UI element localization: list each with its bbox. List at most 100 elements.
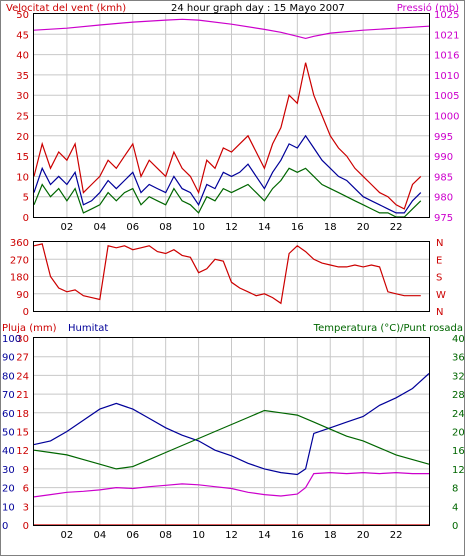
y-tick-label: 40 — [16, 51, 29, 62]
y-tick-label: 60 — [2, 409, 15, 420]
direction-panel-frame — [33, 241, 430, 312]
x-tick-label: 14 — [258, 530, 271, 541]
y-tick-label: 990 — [434, 152, 453, 163]
y-tick-label: 40 — [2, 446, 15, 457]
direction-panel-series — [33, 243, 421, 305]
y-tick-label: 50 — [2, 428, 15, 439]
y-tick-label: 28 — [452, 390, 465, 401]
y-tick-label: 1005 — [434, 91, 459, 102]
x-tick-label: 16 — [291, 530, 304, 541]
x-tick-label: 18 — [324, 530, 337, 541]
y-tick-label: 24 — [452, 409, 465, 420]
x-tick-label: 10 — [192, 222, 205, 233]
rain-axis-label: Pluja (mm) — [2, 323, 57, 334]
x-tick-label: 04 — [93, 222, 106, 233]
y-tick-label: N — [436, 307, 443, 318]
y-tick-label: 100 — [2, 334, 21, 345]
y-tick-label: 35 — [16, 71, 29, 82]
humidity-axis-label: Humitat — [68, 323, 108, 334]
y-tick-label: 30 — [16, 334, 29, 345]
x-tick-label: 12 — [225, 222, 238, 233]
wind-speed-line — [33, 167, 422, 218]
y-tick-label: 30 — [16, 91, 29, 102]
x-tick-label: 16 — [291, 222, 304, 233]
y-tick-label: 180 — [10, 273, 29, 284]
y-tick-label: 15 — [16, 152, 29, 163]
wind-panel-frame — [33, 13, 430, 218]
y-tick-label: S — [436, 273, 442, 284]
y-tick-label: 0 — [23, 521, 29, 532]
y-tick-label: 70 — [2, 390, 15, 401]
temperature-line — [33, 409, 430, 470]
x-tick-label: 02 — [61, 222, 74, 233]
pressure-axis-ticks: 975 980 985 990 995 1000 1005 1010 1016 1021 1025 — [434, 10, 459, 224]
humidity-axis-ticks: 0 10 20 30 40 50 60 70 80 90 100 — [2, 334, 21, 532]
y-tick-label: 80 — [2, 371, 15, 382]
y-tick-label: E — [436, 255, 442, 266]
y-tick-label: 975 — [434, 213, 453, 224]
y-tick-label: 1010 — [434, 71, 459, 82]
wind-gust-line — [33, 62, 422, 210]
temperature-axis-label: Temperatura (°C)/Punt rosada — [313, 323, 463, 334]
x-tick-label: 06 — [126, 530, 139, 541]
y-tick-label: 12 — [16, 446, 29, 457]
wind-average-line — [33, 134, 422, 214]
y-tick-label: 40 — [452, 334, 465, 345]
y-tick-label: 1021 — [434, 30, 459, 41]
y-tick-label: 90 — [2, 353, 15, 364]
y-tick-label: 995 — [434, 132, 453, 143]
x-tick-label: 08 — [159, 530, 172, 541]
wind-direction-line — [33, 243, 421, 305]
x-tick-label: 14 — [258, 222, 271, 233]
y-tick-label: 20 — [452, 428, 465, 439]
x-tick-label: 08 — [159, 222, 172, 233]
x-tick-label: 20 — [357, 222, 370, 233]
y-tick-label: 270 — [10, 255, 29, 266]
direction-panel-grid — [34, 242, 429, 311]
y-tick-label: 6 — [23, 484, 29, 495]
wind-panel-series — [33, 18, 430, 218]
y-tick-label: 1025 — [434, 10, 459, 21]
wind-panel-grid — [34, 14, 429, 217]
y-tick-label: 8 — [452, 484, 458, 495]
temperature-axis-ticks: 0 4 8 12 16 20 24 28 32 36 40 — [452, 334, 465, 532]
y-tick-label: 360 — [10, 238, 29, 249]
y-tick-label: 985 — [434, 172, 453, 183]
y-tick-label: 30 — [2, 465, 15, 476]
humidity-line — [33, 373, 430, 476]
y-tick-label: 5 — [23, 193, 29, 204]
x-tick-label: 18 — [324, 222, 337, 233]
y-tick-label: N — [436, 238, 443, 249]
y-tick-label: 45 — [16, 30, 29, 41]
y-tick-label: 3 — [23, 502, 29, 513]
climate-panel-x-ticks: 02 04 06 08 10 12 14 16 18 20 22 — [61, 530, 403, 541]
dew-point-line — [33, 471, 429, 498]
wind-axis-ticks: 0 5 10 15 20 25 30 35 40 45 50 — [16, 10, 29, 224]
x-tick-label: 04 — [93, 530, 106, 541]
rain-axis-ticks: 0 3 6 9 12 15 18 21 24 27 30 — [16, 334, 29, 532]
y-tick-label: 27 — [16, 353, 29, 364]
y-tick-label: 0 — [23, 307, 29, 318]
y-tick-label: 4 — [452, 502, 458, 513]
y-tick-label: 12 — [452, 465, 465, 476]
y-tick-label: 18 — [16, 409, 29, 420]
y-tick-label: 15 — [16, 428, 29, 439]
x-tick-label: 22 — [390, 222, 403, 233]
climate-panel-frame — [33, 337, 430, 526]
x-tick-label: 02 — [61, 530, 74, 541]
y-tick-label: 20 — [16, 132, 29, 143]
wind-axis-label: Velocitat del vent (kmh) — [6, 3, 126, 14]
y-tick-label: 24 — [16, 371, 29, 382]
pressure-axis-label: Pressió (mb) — [397, 2, 459, 14]
y-tick-label: 9 — [23, 465, 29, 476]
y-tick-label: 32 — [452, 371, 465, 382]
direction-degree-ticks: 0 90 180 270 360 — [10, 238, 29, 318]
y-tick-label: 25 — [16, 112, 29, 123]
y-tick-label: 0 — [452, 521, 458, 532]
x-tick-label: 12 — [225, 530, 238, 541]
y-tick-label: 50 — [16, 10, 29, 21]
y-tick-label: 16 — [452, 446, 465, 457]
